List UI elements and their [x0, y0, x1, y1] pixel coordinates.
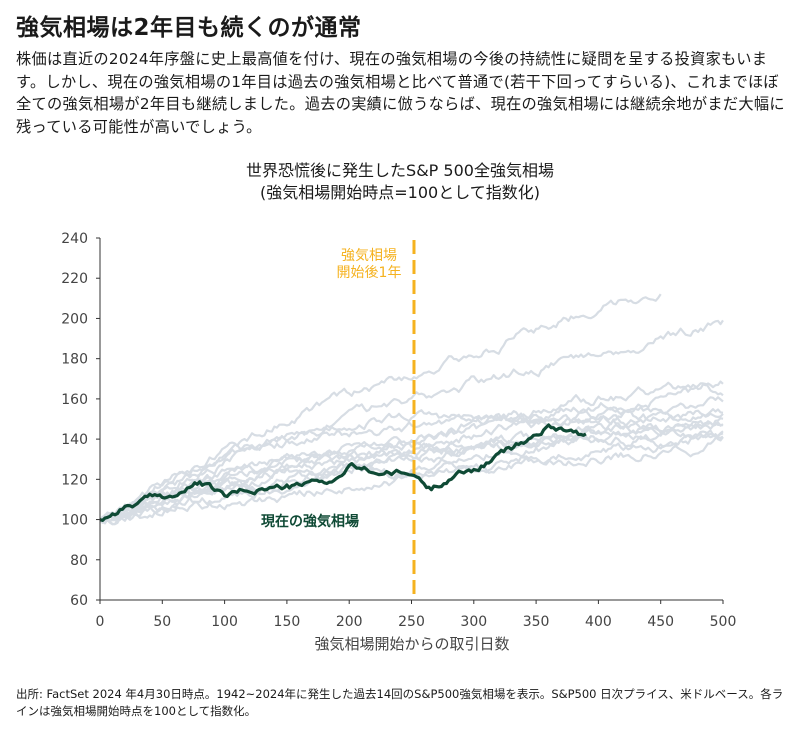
- past-series-line: [99, 427, 724, 521]
- intro-text: 株価は直近の2024年序盤に史上最高値を付け、現在の強気相場の今後の持続性に疑問…: [16, 50, 785, 136]
- past-series-line: [100, 319, 724, 521]
- past-series-line: [99, 406, 724, 524]
- current-series-group: [99, 423, 587, 522]
- x-tick-label: 150: [274, 614, 301, 630]
- x-tick-label: 50: [153, 614, 171, 630]
- axes-group: [96, 237, 724, 604]
- chart-subtitle: (強気相場開始時点=100として指数化): [260, 183, 540, 202]
- y-tick-label: 160: [61, 392, 88, 408]
- y-tick-label: 140: [61, 432, 88, 448]
- y-tick-label: 220: [61, 271, 88, 287]
- x-tick-label: 200: [336, 614, 363, 630]
- source-footnote: 出所: FactSet 2024 年4月30日時点。1942~2024年に発生し…: [16, 687, 784, 718]
- one-year-label-line2: 開始後1年: [337, 265, 402, 281]
- past-series-line: [99, 410, 724, 521]
- current-series-line: [99, 423, 587, 522]
- y-tick-label: 240: [61, 231, 88, 247]
- past-series-line: [99, 430, 724, 521]
- past-series-group: [99, 293, 724, 526]
- y-tick-label: 180: [61, 352, 88, 368]
- chart-title: 世界恐慌後に発生したS&P 500全強気相場: [246, 161, 554, 180]
- current-series-label: 現在の強気相場: [261, 513, 359, 530]
- headline: 強気相場は2年目も続くのが通常: [16, 15, 362, 41]
- x-tick-label: 500: [710, 614, 737, 630]
- x-tick-label: 0: [96, 614, 105, 630]
- y-tick-label: 200: [61, 311, 88, 327]
- past-series-line: [99, 382, 724, 521]
- y-tick-label: 100: [61, 513, 88, 529]
- x-axis-label: 強気相場開始からの取引日数: [314, 635, 509, 653]
- x-tick-label: 350: [523, 614, 550, 630]
- past-series-line: [99, 414, 724, 521]
- x-tick-label: 300: [460, 614, 487, 630]
- past-series-line: [99, 293, 662, 521]
- past-series-line: [99, 428, 724, 525]
- x-tick-label: 100: [211, 614, 238, 630]
- x-tick-label: 400: [585, 614, 612, 630]
- y-tick-label: 80: [70, 553, 88, 569]
- x-tick-label: 250: [398, 614, 425, 630]
- y-tick-label: 60: [70, 593, 88, 609]
- one-year-label-line1: 強気相場: [341, 248, 397, 264]
- chart-title-block: 世界恐慌後に発生したS&P 500全強気相場 (強気相場開始時点=100として指…: [0, 160, 800, 204]
- y-tick-label: 120: [61, 472, 88, 488]
- tick-labels-group: 60 80 100 120 140 160 180 200 220 240 0 50 100 150 200…: [61, 231, 736, 630]
- x-tick-label: 450: [647, 614, 674, 630]
